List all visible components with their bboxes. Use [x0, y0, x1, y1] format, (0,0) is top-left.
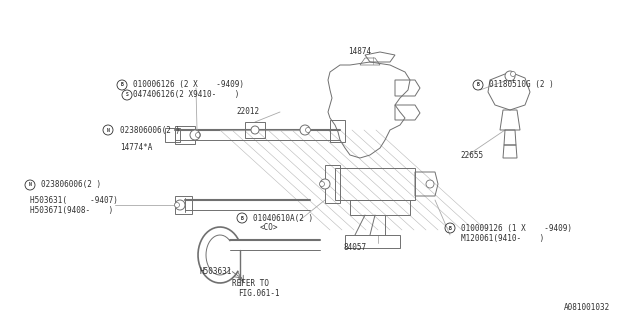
Circle shape	[300, 125, 310, 135]
Text: H503631(     -9407): H503631( -9407)	[30, 196, 118, 204]
Text: 047406126(2 X9410-    ): 047406126(2 X9410- )	[133, 91, 239, 100]
Circle shape	[190, 130, 200, 140]
Text: 14874: 14874	[348, 47, 372, 57]
Circle shape	[426, 180, 434, 188]
Circle shape	[511, 71, 515, 76]
Text: S: S	[125, 92, 129, 98]
Text: 023806006(2 ): 023806006(2 )	[120, 125, 180, 134]
Text: 84057: 84057	[344, 244, 367, 252]
Text: 22655: 22655	[460, 150, 483, 159]
Text: <CO>: <CO>	[260, 223, 278, 233]
Text: A081001032: A081001032	[564, 303, 610, 312]
Text: 14774*A: 14774*A	[120, 143, 152, 153]
Circle shape	[320, 179, 330, 189]
Text: 010009126 (1 X    -9409): 010009126 (1 X -9409)	[461, 223, 572, 233]
Circle shape	[251, 126, 259, 134]
Text: 22012: 22012	[237, 108, 260, 116]
Circle shape	[175, 200, 185, 210]
Text: H503631: H503631	[200, 268, 232, 276]
Circle shape	[305, 127, 310, 132]
Text: 01180510G (2 ): 01180510G (2 )	[489, 81, 554, 90]
Circle shape	[505, 71, 515, 81]
Circle shape	[319, 181, 324, 187]
Text: B: B	[449, 226, 451, 230]
Circle shape	[175, 203, 179, 207]
Text: H503671(9408-    ): H503671(9408- )	[30, 205, 113, 214]
Text: N: N	[29, 182, 31, 188]
Text: N: N	[107, 127, 109, 132]
Text: REFER TO: REFER TO	[232, 279, 269, 289]
Text: 023806006(2 ): 023806006(2 )	[41, 180, 101, 189]
Text: M120061(9410-    ): M120061(9410- )	[461, 234, 544, 243]
Text: B: B	[477, 83, 479, 87]
Text: 01040610A(2 ): 01040610A(2 )	[253, 213, 313, 222]
Text: 010006126 (2 X    -9409): 010006126 (2 X -9409)	[133, 81, 244, 90]
Text: B: B	[120, 83, 124, 87]
Text: FIG.061-1: FIG.061-1	[238, 290, 280, 299]
Text: B: B	[241, 215, 243, 220]
